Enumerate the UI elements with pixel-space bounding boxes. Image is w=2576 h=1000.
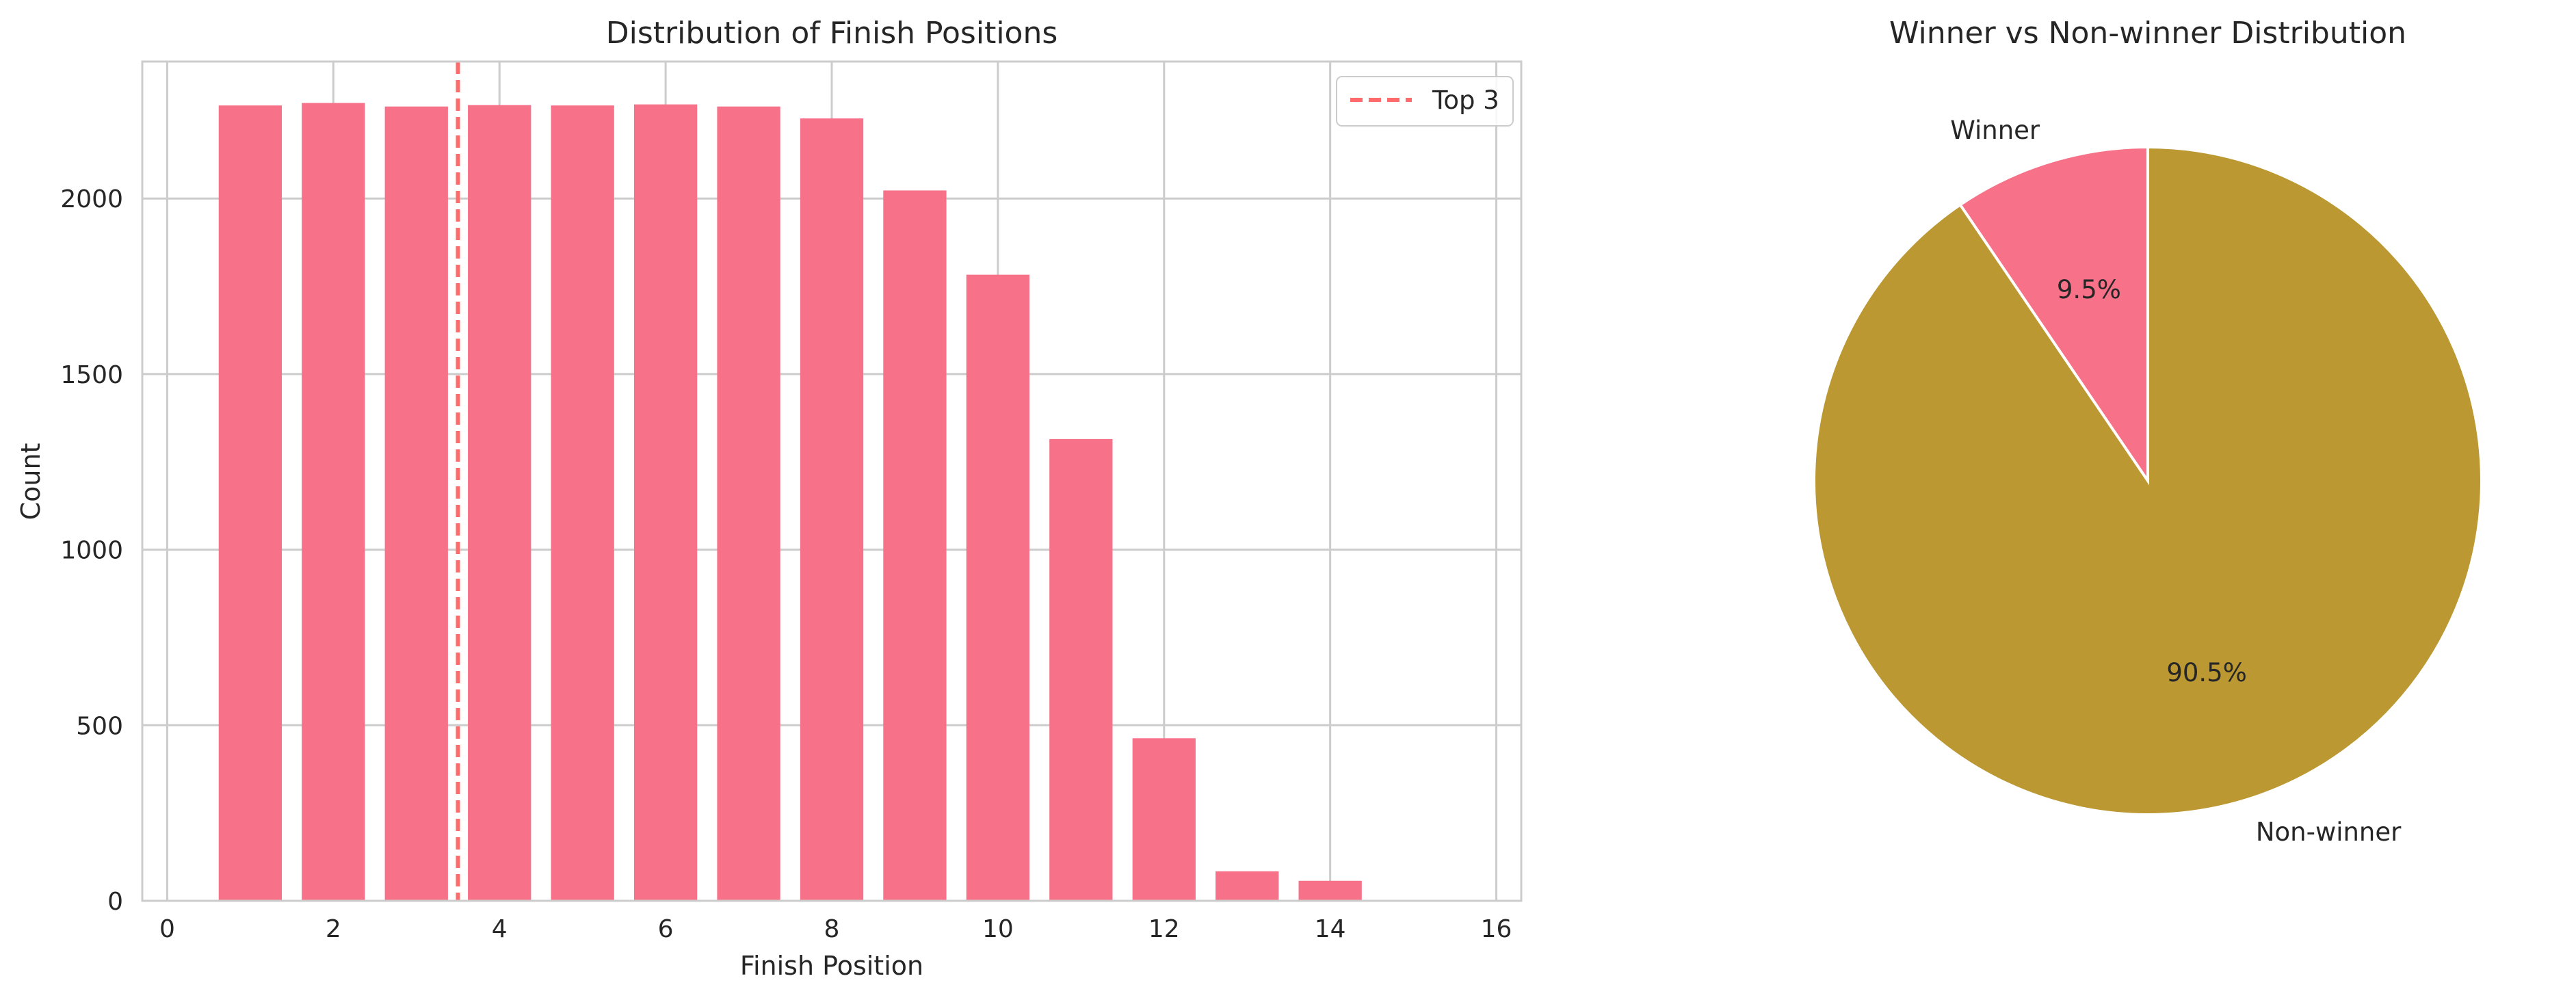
bar xyxy=(1049,438,1113,901)
pie-slice xyxy=(1958,145,2149,486)
pie-slice-percent: 90.5% xyxy=(2166,658,2247,687)
bar xyxy=(966,274,1030,901)
bar-chart-bars xyxy=(218,103,1362,902)
bar xyxy=(633,104,698,902)
y-tick-label: 1000 xyxy=(60,537,123,565)
bar xyxy=(800,118,864,901)
pie-slice xyxy=(1813,145,2483,816)
bar xyxy=(1215,871,1279,901)
y-tick-label: 2000 xyxy=(60,185,123,213)
bar xyxy=(302,103,365,901)
legend-label-top3: Top 3 xyxy=(1432,85,1499,115)
y-axis-label: Count xyxy=(16,443,46,521)
pie-chart: Winner vs Non-winner Distribution Winner… xyxy=(1813,16,2483,847)
legend: Top 3 xyxy=(1336,76,1514,127)
bar xyxy=(883,190,947,901)
bar xyxy=(218,105,282,902)
x-tick-label: 12 xyxy=(1148,915,1180,943)
bar-chart: Distribution of Finish Positions 0 2 4 6 8 10… xyxy=(16,16,1523,981)
pie-chart-title: Winner vs Non-winner Distribution xyxy=(1889,16,2406,51)
pie-slice-percent: 9.5% xyxy=(2057,275,2121,304)
x-tick-label: 6 xyxy=(658,915,674,943)
x-tick-labels: 0 2 4 6 8 10 12 14 16 xyxy=(159,915,1512,943)
bar xyxy=(384,106,448,901)
bar xyxy=(468,105,531,901)
bar-chart-title: Distribution of Finish Positions xyxy=(606,16,1058,51)
pie-slices xyxy=(1813,145,2483,816)
x-tick-label: 0 xyxy=(159,915,175,943)
pie-labels: Winner 9.5% Non-winner 90.5% xyxy=(1950,116,2402,847)
bar xyxy=(1132,738,1196,901)
x-tick-label: 10 xyxy=(982,915,1014,943)
pie-slice-label: Winner xyxy=(1950,116,2040,145)
x-tick-label: 2 xyxy=(326,915,341,943)
pie-slice-label: Non-winner xyxy=(2256,817,2402,847)
legend-box xyxy=(1336,76,1514,127)
y-tick-label: 0 xyxy=(107,888,123,916)
y-tick-label: 500 xyxy=(76,712,123,740)
x-tick-label: 14 xyxy=(1315,915,1346,943)
y-tick-labels: 0 500 1000 1500 2000 xyxy=(60,185,123,916)
y-tick-label: 1500 xyxy=(60,361,123,389)
x-tick-label: 8 xyxy=(824,915,840,943)
x-tick-label: 16 xyxy=(1481,915,1512,943)
x-axis-label: Finish Position xyxy=(740,951,923,981)
bar-chart-frame xyxy=(141,60,1523,902)
bar xyxy=(1298,880,1362,901)
bar xyxy=(551,105,614,902)
x-tick-label: 4 xyxy=(492,915,508,943)
bar xyxy=(717,106,780,901)
